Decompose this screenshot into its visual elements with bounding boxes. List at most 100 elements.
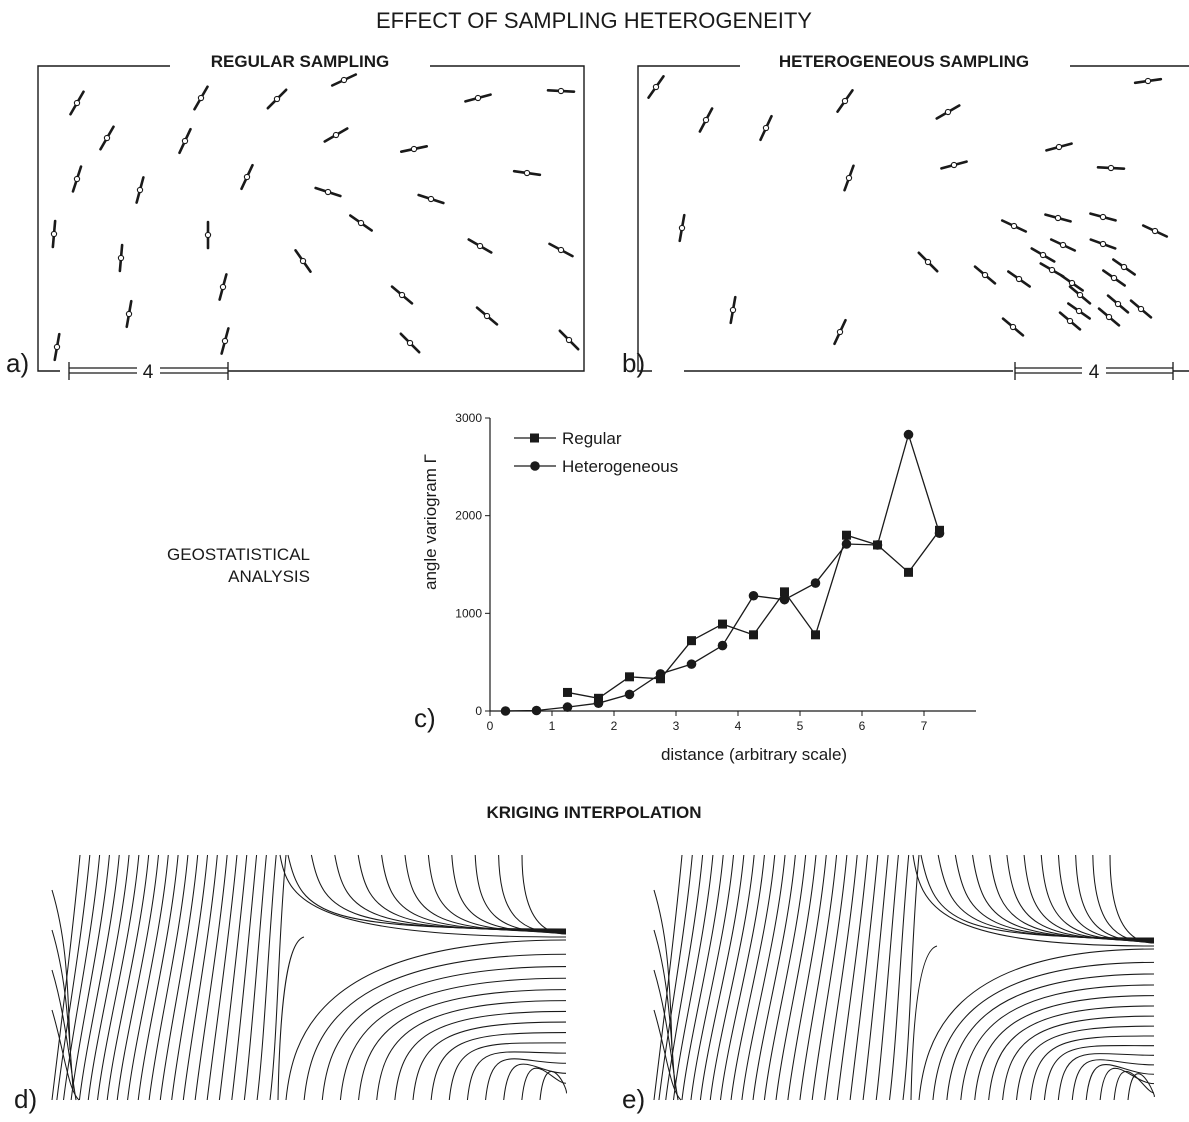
streamline: [503, 1063, 567, 1101]
x-tick-label: 6: [859, 719, 866, 733]
panel-b-orientation-mark: [1096, 164, 1126, 172]
panel-a-orientation-mark: [50, 219, 58, 249]
streamline: [321, 966, 567, 1101]
panel-a-orientation-mark: [467, 238, 493, 254]
panel-a-orientation-mark: [240, 163, 254, 191]
streamline: [1057, 854, 1155, 943]
panel-a-orientation-mark: [99, 125, 115, 151]
streamline: [339, 977, 567, 1101]
data-point-regular: [656, 674, 665, 684]
streamline: [1029, 1035, 1155, 1101]
x-tick-label: 2: [611, 719, 618, 733]
streamline: [730, 854, 776, 1101]
streamline: [116, 854, 159, 1101]
panel-a-orientation-mark: [349, 214, 373, 232]
streamline: [910, 945, 938, 1101]
panel-a-label: a): [6, 348, 29, 378]
panel-a-orientation-mark: [558, 329, 580, 351]
streamline: [1016, 1025, 1155, 1101]
streamline: [287, 854, 567, 930]
data-point-heterogeneous: [903, 429, 914, 440]
data-point-regular: [718, 619, 727, 629]
panel-a-orientation-mark: [135, 176, 145, 204]
panel-a-orientation-mark: [117, 243, 125, 273]
panel-b-orientation-mark: [1097, 307, 1121, 327]
panel-a-orientation-mark: [330, 73, 358, 87]
panel-a-orientation-mark: [266, 88, 288, 110]
streamline: [466, 1051, 567, 1101]
streamline: [430, 1032, 567, 1101]
streamline: [960, 984, 1155, 1101]
panel-b-orientation-mark: [759, 114, 773, 142]
streamline: [51, 969, 77, 1101]
panel-a-orientation-mark: [323, 127, 349, 143]
panel-a-title: REGULAR SAMPLING: [211, 52, 390, 71]
panel-a-orientation-mark: [218, 273, 228, 301]
streamline: [87, 854, 130, 1101]
panel-b-orientation-mark: [973, 265, 997, 285]
streamline: [51, 889, 71, 1051]
chart-legend: Regular Heterogeneous: [514, 429, 678, 476]
streamline: [358, 989, 567, 1101]
panel-c-label: c): [414, 703, 436, 733]
panel-a-orientation-mark: [69, 90, 85, 116]
y-tick-label: 0: [475, 704, 482, 718]
streamline: [277, 936, 305, 1101]
data-point-regular: [687, 636, 696, 646]
kriging-title: KRIGING INTERPOLATION: [486, 803, 701, 822]
streamline: [889, 854, 910, 1101]
streamline: [1113, 1070, 1155, 1101]
panel-a-orientation-mark: [399, 144, 429, 154]
data-point-heterogeneous: [779, 594, 790, 605]
panel-b-orientation-mark: [678, 213, 686, 243]
streamline: [51, 1009, 80, 1101]
panel-a-orientation-mark: [178, 127, 192, 155]
streamline: [862, 854, 889, 1101]
panel-b: HETEROGENEOUS SAMPLING b) 4: [622, 52, 1189, 383]
y-tick-label: 2000: [455, 509, 482, 523]
panel-b-orientation-mark: [935, 104, 961, 120]
panel-b-orientation-mark: [833, 318, 847, 346]
panel-a-scale-bar: [68, 362, 229, 380]
panel-b-orientation-marks: [647, 75, 1169, 346]
panel-b-orientation-mark: [1068, 285, 1092, 305]
streamline: [243, 854, 267, 1101]
streamline: [653, 1009, 682, 1101]
streamline: [376, 1000, 567, 1101]
legend-label-regular: Regular: [562, 429, 622, 448]
data-point-regular: [594, 693, 603, 703]
data-point-heterogeneous: [810, 578, 821, 588]
data-point-heterogeneous: [934, 528, 945, 539]
panel-b-label: b): [622, 348, 645, 378]
streamline: [1092, 854, 1155, 944]
data-point-regular: [749, 630, 758, 640]
streamline: [672, 854, 714, 1101]
streamline: [285, 939, 567, 1101]
streamline: [836, 854, 869, 1101]
panel-b-orientation-mark: [1058, 311, 1082, 331]
geostat-label-line1: GEOSTATISTICAL: [167, 545, 310, 564]
streamline: [231, 854, 258, 1101]
streamline: [148, 854, 189, 1101]
streamline: [56, 854, 91, 1101]
data-point-heterogeneous: [748, 590, 759, 601]
panel-a-orientation-mark: [71, 165, 83, 193]
streamline: [787, 854, 827, 1101]
streamline: [63, 854, 101, 1101]
panel-b-orientation-mark: [1045, 142, 1073, 152]
panel-a-orientation-marks: [50, 73, 580, 362]
streamline: [752, 854, 796, 1101]
chart-ticks: 0 1 2 3 4 5 6 7 0 1000 2000 3000: [455, 411, 927, 733]
streamline: [932, 961, 1155, 1101]
streamline: [799, 854, 838, 1101]
data-point-regular: [563, 687, 572, 697]
y-axis-label: angle variogram Γ: [421, 454, 440, 590]
data-point-regular: [811, 630, 820, 640]
y-tick-label: 1000: [455, 606, 482, 620]
data-point-heterogeneous: [593, 698, 604, 708]
panel-b-orientation-mark: [1007, 270, 1031, 288]
panel-a-orientation-mark: [314, 186, 342, 198]
data-point-heterogeneous: [624, 689, 635, 700]
data-point-heterogeneous: [841, 539, 852, 549]
